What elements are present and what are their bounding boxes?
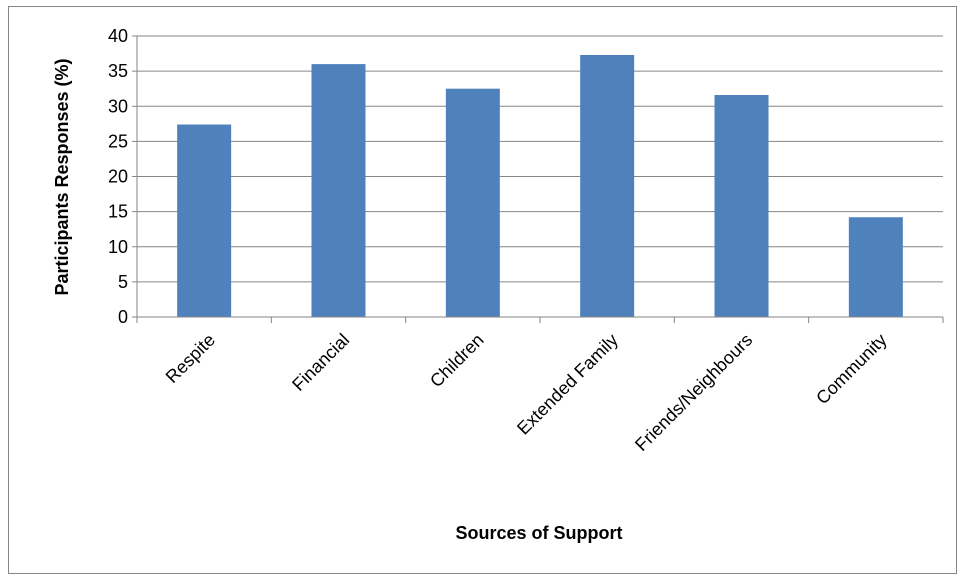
x-tick-label: Financial — [288, 330, 353, 395]
y-axis-title: Participants Responses (%) — [52, 58, 72, 295]
x-tick-label: Community — [812, 330, 891, 409]
x-tick-label: Children — [426, 330, 488, 392]
y-tick-label: 35 — [108, 61, 128, 81]
gridlines — [137, 35, 943, 283]
y-tick-label: 5 — [118, 272, 128, 292]
y-tick-label: 30 — [108, 96, 128, 116]
bar-friends-neighbours — [714, 95, 769, 317]
y-tick-label: 20 — [108, 167, 128, 187]
x-axis-title: Sources of Support — [455, 523, 622, 543]
x-tick-label: Respite — [162, 330, 219, 387]
y-tick-label: 0 — [118, 307, 128, 327]
bar-children — [445, 88, 500, 317]
bar-financial — [311, 64, 366, 317]
y-tick-label: 25 — [108, 131, 128, 151]
bars — [177, 54, 903, 317]
y-tick-labels: 0 5 10 15 20 25 30 35 40 — [108, 26, 128, 327]
bar-respite — [177, 124, 232, 317]
y-tick-label: 15 — [108, 202, 128, 222]
axes — [132, 35, 944, 323]
x-tick-labels: Respite Financial Children Extended Family F… — [162, 330, 891, 455]
bar-extended-family — [580, 54, 635, 317]
x-tick-label: Friends/Neighbours — [631, 330, 756, 455]
x-tick-label: Extended Family — [513, 330, 622, 439]
bar-community — [848, 217, 903, 317]
y-tick-label: 40 — [108, 26, 128, 46]
y-tick-label: 10 — [108, 237, 128, 257]
